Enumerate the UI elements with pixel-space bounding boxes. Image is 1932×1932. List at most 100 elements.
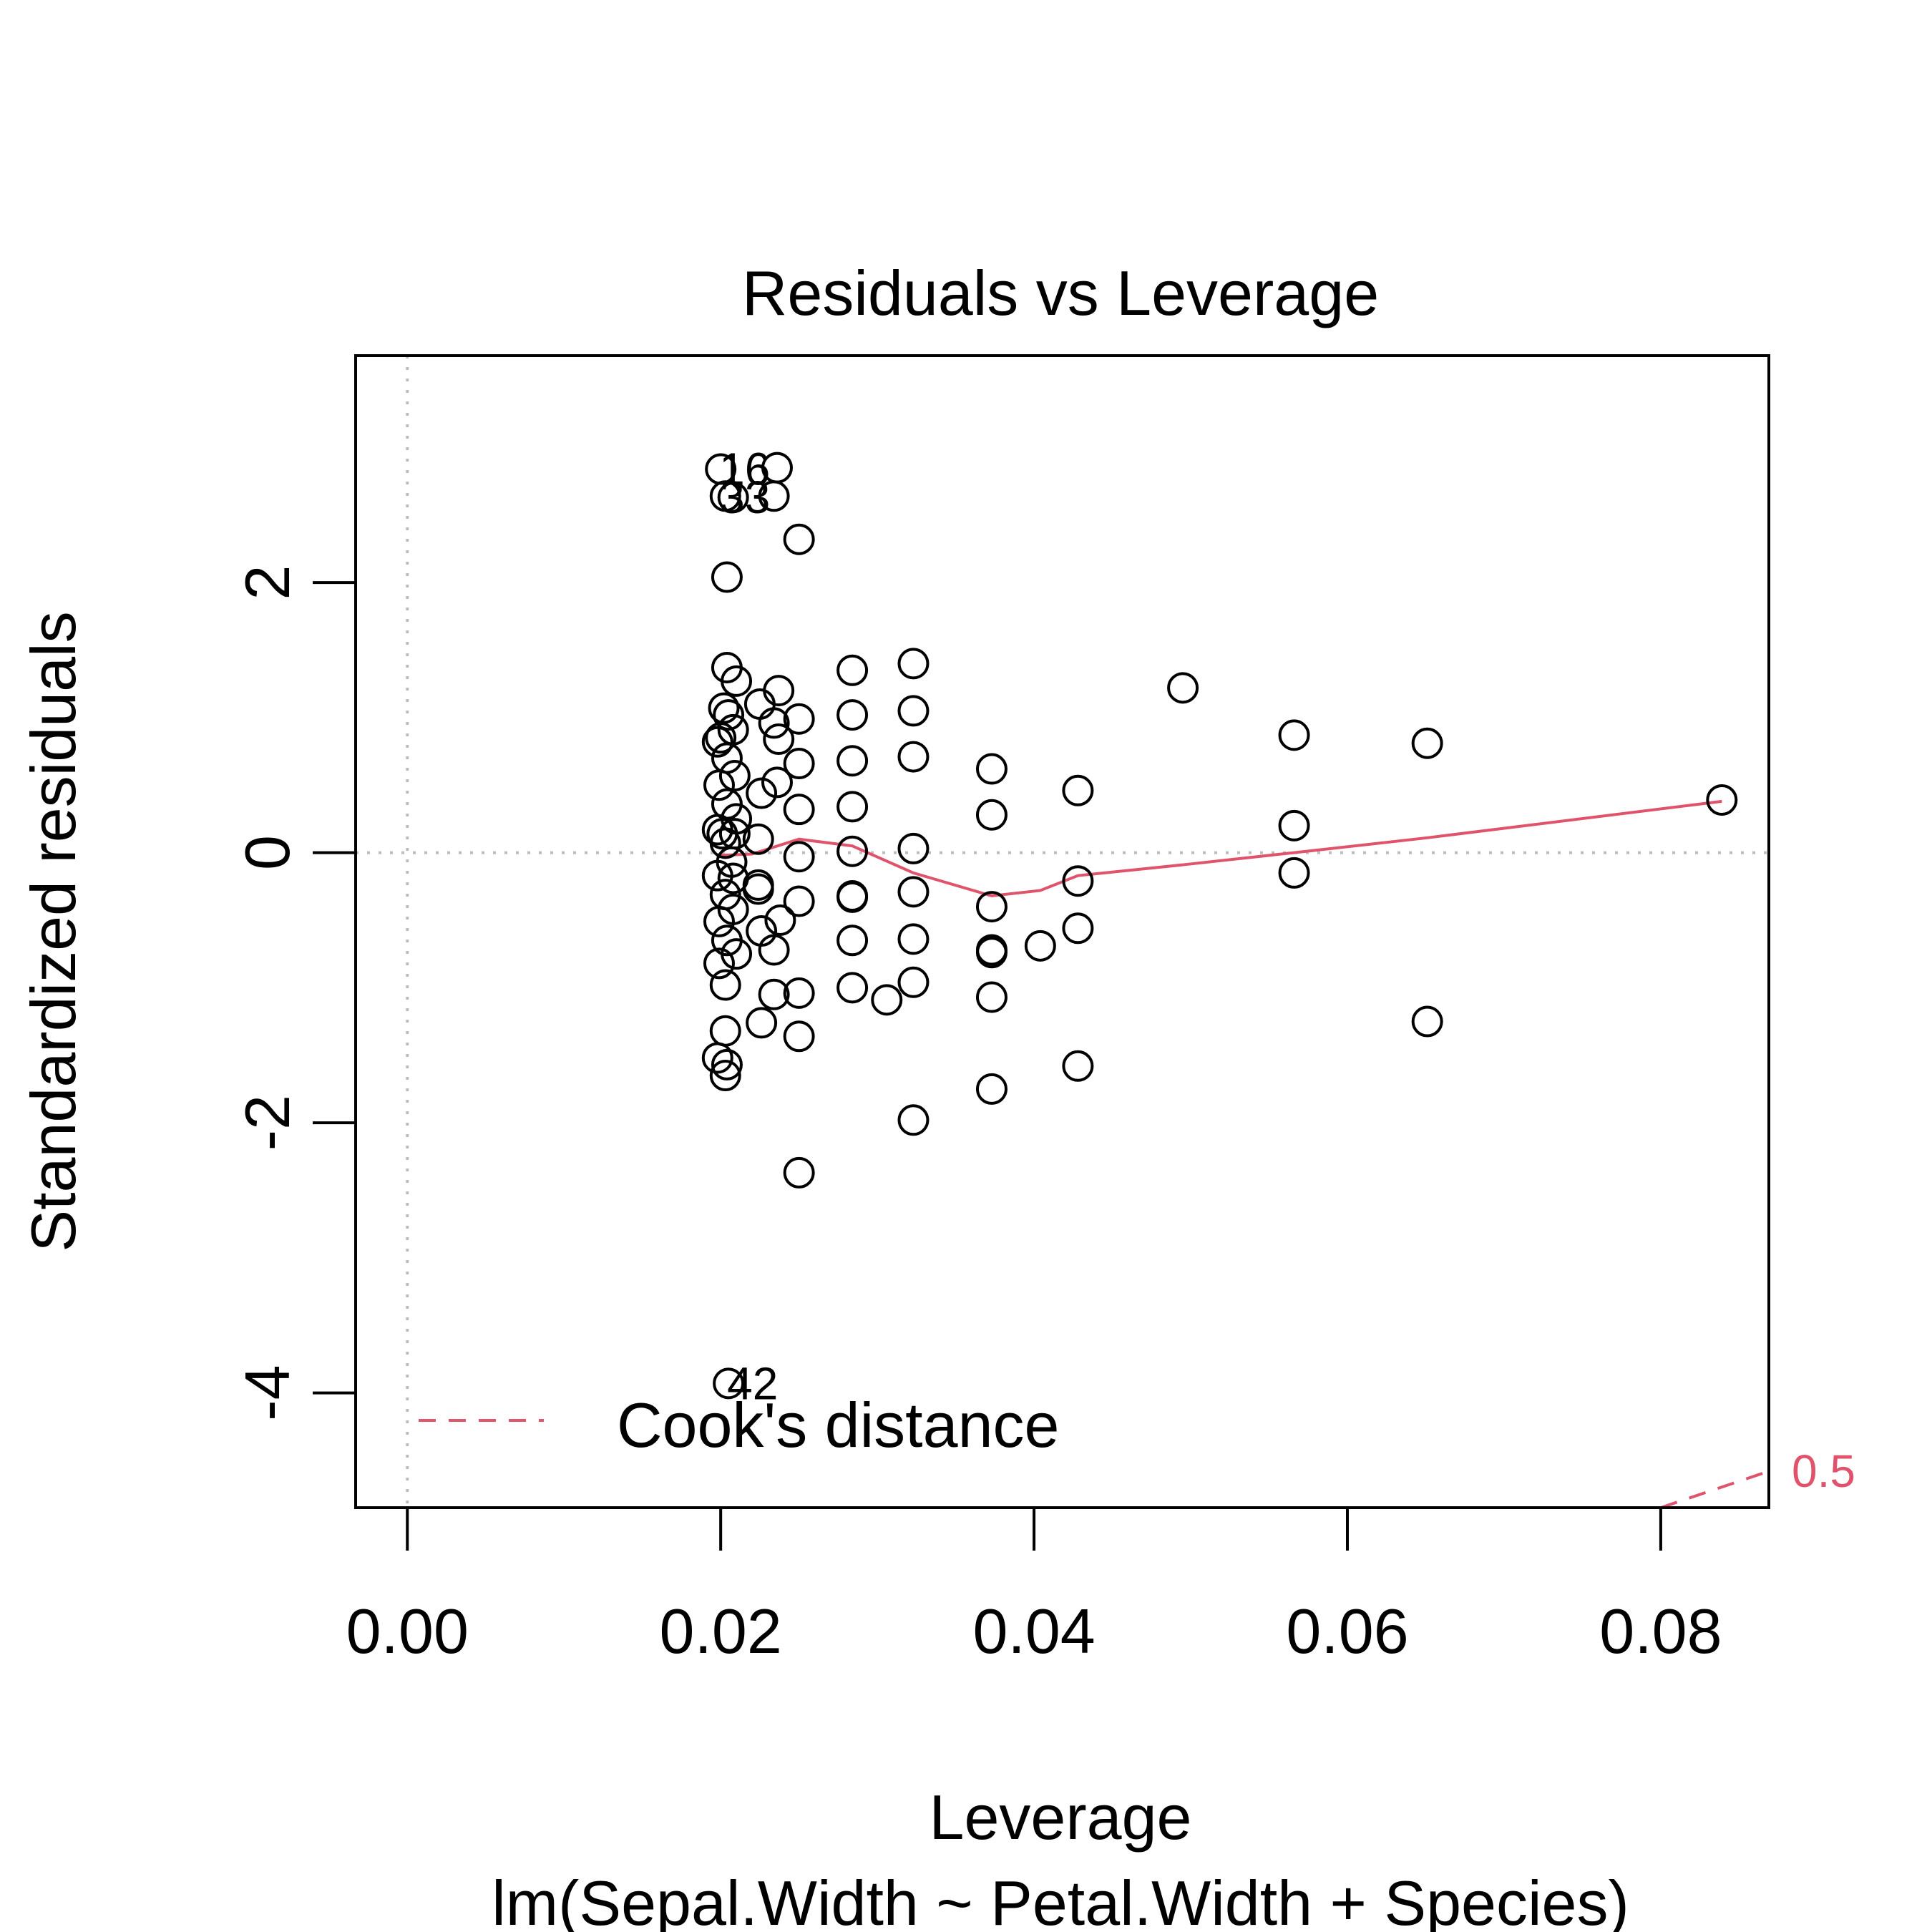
data-point: [975, 1073, 1008, 1105]
data-point: [705, 722, 737, 754]
reference-lines: [356, 356, 1769, 1508]
data-point: [1278, 809, 1310, 841]
plot-frame: [354, 354, 1770, 1509]
model-formula-subtitle: lm(Sepal.Width ~ Petal.Width + Species): [492, 1868, 1629, 1932]
cooks-distance-layer: 0.5: [1660, 1445, 1855, 1509]
data-point: [897, 832, 930, 864]
x-tick-label: 0.02: [660, 1596, 782, 1667]
cooks-distance-contour: [1660, 1470, 1770, 1509]
data-point: [897, 648, 930, 680]
data-point: [975, 891, 1008, 923]
data-point: [1278, 719, 1310, 751]
data-point: [746, 1007, 778, 1039]
data-point: [701, 1042, 733, 1074]
y-axis: 2 0 -2 -4: [232, 565, 357, 1421]
data-point: [783, 703, 815, 735]
data-point: [897, 923, 930, 955]
data-point: [721, 938, 753, 970]
point-label: 42: [727, 1357, 778, 1409]
data-point: [783, 748, 815, 780]
x-tick-label: 0.04: [972, 1596, 1095, 1667]
data-point: [1062, 865, 1094, 897]
data-point: [1024, 930, 1056, 962]
x-tick-label: 0.00: [346, 1596, 469, 1667]
data-point: [871, 984, 903, 1016]
data-point: [711, 742, 743, 774]
smooth-line: [721, 799, 1722, 898]
y-tick-label: -2: [232, 1095, 303, 1151]
data-point: [709, 827, 741, 859]
x-tick-label: 0.06: [1286, 1596, 1408, 1667]
data-point: [836, 745, 869, 777]
data-point: [783, 977, 815, 1009]
data-point: [718, 759, 751, 791]
data-point: [701, 859, 733, 892]
data-point: [783, 1156, 815, 1189]
data-point: [1706, 784, 1738, 816]
data-point: [836, 972, 869, 1004]
y-tick-label: 0: [232, 835, 303, 870]
data-point: [975, 934, 1008, 966]
chart-title: Residuals vs Leverage: [742, 258, 1379, 328]
data-point: [897, 876, 930, 908]
data-point: [783, 885, 815, 917]
point-label: 16: [719, 444, 770, 495]
data-point: [758, 707, 790, 739]
data-point: [742, 823, 774, 855]
data-point: [758, 978, 790, 1010]
data-point: [897, 966, 930, 998]
data-point: [701, 726, 733, 758]
data-point: [975, 753, 1008, 785]
y-tick-label: 2: [232, 565, 303, 600]
smooth-line-layer: [721, 799, 1722, 898]
data-point: [783, 841, 815, 873]
x-axis-label: Leverage: [930, 1782, 1192, 1853]
data-point: [783, 523, 815, 555]
data-point: [897, 1104, 930, 1136]
data-point: [975, 799, 1008, 831]
data-point: [836, 699, 869, 731]
y-tick-label: -4: [232, 1365, 303, 1420]
data-point: [1062, 1050, 1094, 1082]
data-point: [721, 665, 753, 697]
data-point: [836, 924, 869, 957]
points-layer: [701, 452, 1738, 1400]
data-point: [703, 905, 735, 937]
data-point: [836, 835, 869, 867]
data-point: [746, 777, 778, 809]
legend: Cook's distance: [419, 1390, 1059, 1460]
data-point: [1167, 672, 1199, 704]
data-point: [975, 981, 1008, 1013]
data-point: [764, 904, 796, 936]
data-point: [783, 794, 815, 826]
data-point: [836, 654, 869, 686]
data-point: [717, 482, 749, 514]
data-point: [897, 695, 930, 727]
data-point: [742, 873, 774, 905]
data-point: [711, 1048, 743, 1080]
point-label: 33: [719, 472, 770, 523]
data-point: [709, 969, 741, 1001]
data-point: [713, 699, 745, 731]
data-point: [713, 1367, 745, 1400]
data-point: [836, 791, 869, 823]
legend-cooks-label: Cook's distance: [617, 1390, 1059, 1460]
data-point: [709, 1015, 741, 1047]
data-point: [703, 947, 735, 980]
data-point: [761, 766, 793, 799]
data-point: [709, 1060, 741, 1092]
cooks-distance-label: 0.5: [1792, 1445, 1855, 1497]
data-point: [1278, 857, 1310, 889]
data-point: [703, 769, 735, 801]
data-point: [1411, 727, 1443, 759]
data-point: [763, 675, 795, 707]
y-axis-label: Standardized residuals: [18, 611, 89, 1252]
data-point: [897, 741, 930, 773]
data-point: [758, 480, 790, 512]
data-point: [1062, 912, 1094, 945]
x-axis: 0.00 0.02 0.04 0.06 0.08: [346, 1506, 1722, 1667]
x-tick-label: 0.08: [1599, 1596, 1722, 1667]
data-point: [836, 881, 869, 913]
